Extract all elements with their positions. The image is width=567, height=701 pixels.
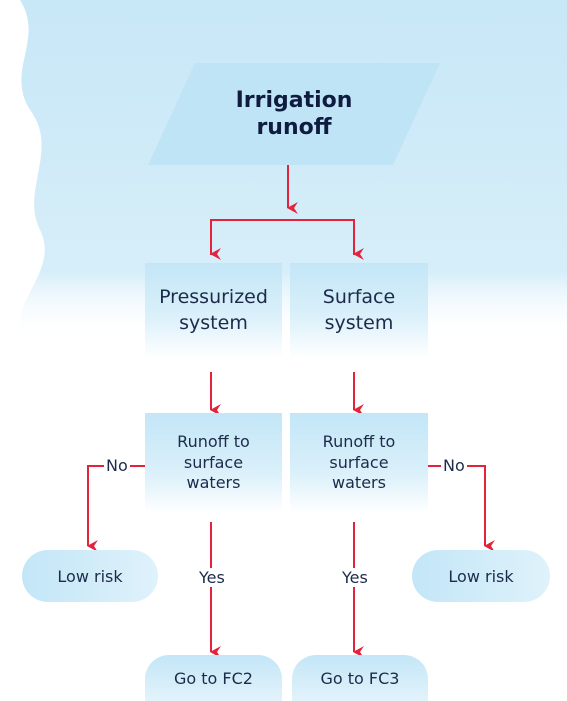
process-box: Surface system — [290, 263, 428, 358]
parallelogram — [148, 63, 440, 165]
edge-label: No — [441, 456, 467, 475]
outcome-tab: Go to FC3 — [292, 655, 428, 701]
process-box: Pressurized system — [145, 263, 282, 358]
edge-label: Yes — [340, 568, 370, 587]
outcome-pill: Low risk — [22, 550, 158, 602]
arrows — [87, 165, 495, 658]
decision-box: Runoff to surface waters — [290, 413, 428, 513]
background — [18, 0, 567, 340]
arrow — [87, 465, 145, 552]
decision-box: Runoff to surface waters — [145, 413, 282, 513]
start-node: Irrigation runoff — [235, 87, 353, 141]
edge-label: Yes — [197, 568, 227, 587]
edge-label: No — [104, 456, 130, 475]
outcome-pill: Low risk — [412, 550, 550, 602]
arrow — [428, 465, 495, 552]
outcome-tab: Go to FC2 — [145, 655, 282, 701]
